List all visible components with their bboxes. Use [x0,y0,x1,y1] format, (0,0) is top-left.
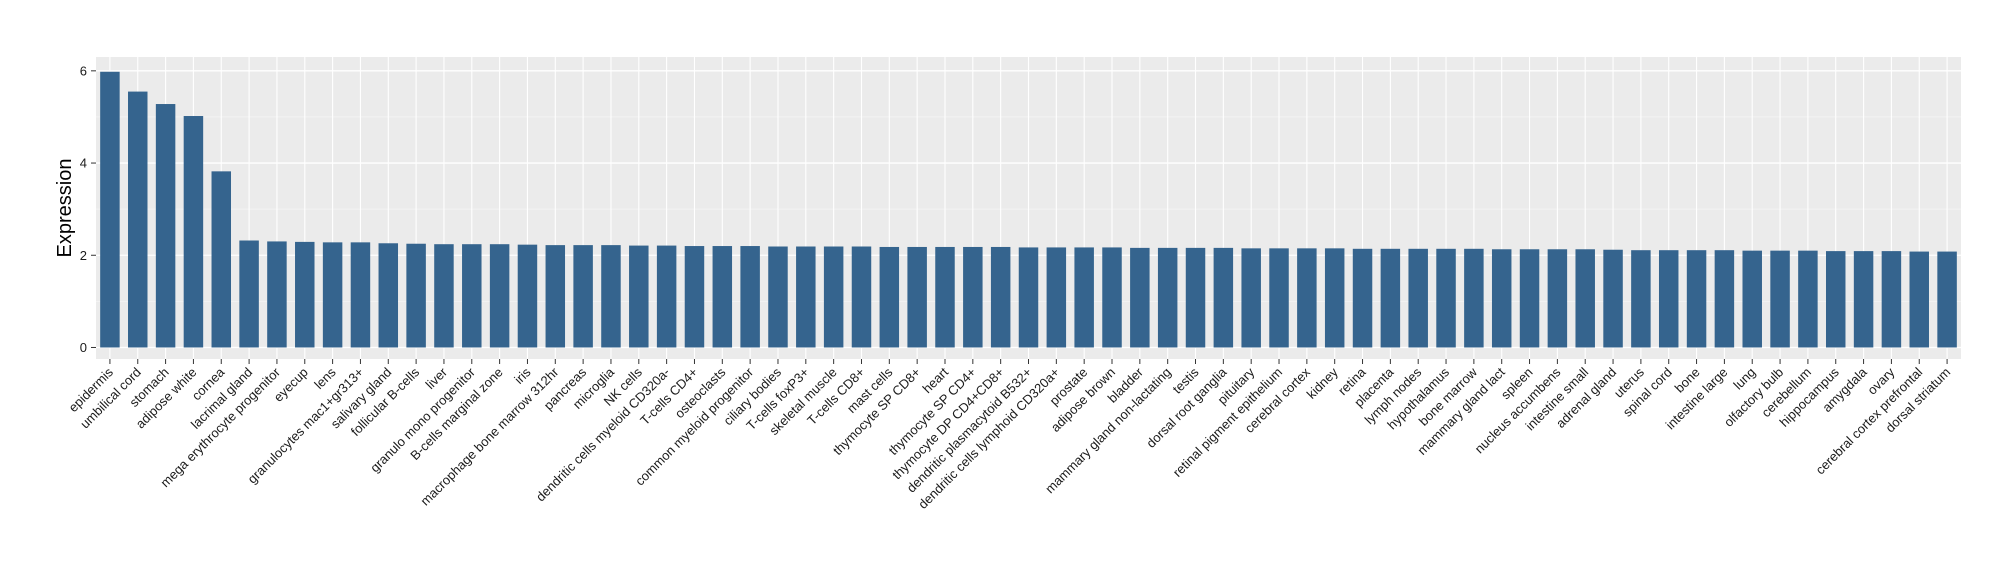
bar [211,171,232,348]
bar [545,245,566,348]
bar [907,246,927,348]
y-tick-label: 0 [80,340,87,355]
bar [1436,248,1456,348]
bar [935,246,955,348]
bar [1714,250,1735,348]
bar [1770,250,1790,348]
bar [1631,250,1651,348]
bar [350,242,371,348]
bar [1185,247,1206,348]
y-tick-label: 6 [80,63,87,78]
bar [879,246,900,348]
bar [267,241,287,348]
bars [100,71,1957,348]
bar [1853,251,1874,348]
bar [963,246,983,348]
bar [406,243,426,348]
bar [768,246,788,348]
y-tick-label: 4 [80,156,87,171]
bar [851,246,872,348]
y-tick-label: 2 [80,248,87,263]
bar [796,246,816,348]
bar [1157,247,1178,348]
bar [1937,251,1957,348]
bar [1798,250,1818,348]
bar [1464,248,1484,348]
bar [378,243,399,348]
bar [1575,249,1595,348]
bar [322,242,343,348]
bar [1658,250,1679,348]
bar [100,71,120,348]
bar [1297,248,1317,348]
bar [1241,248,1261,348]
bar [740,246,760,348]
bar [1825,251,1846,348]
bar [573,245,593,348]
bar [1130,247,1150,348]
bar [1380,248,1401,348]
bar [295,241,315,348]
bar [712,246,733,348]
bar [1018,247,1039,348]
bar [1491,249,1512,348]
bar [1352,248,1373,348]
bar [1547,249,1568,348]
bar [1686,250,1707,348]
bar [684,246,705,348]
bar [1519,249,1540,348]
bar [1603,249,1623,348]
bar [823,246,844,348]
bar [155,104,176,348]
y-axis: 0 2 4 6 [80,63,96,355]
bar [601,245,621,348]
bar [489,244,510,348]
bar [1408,248,1428,348]
bar [1269,248,1289,348]
bar [990,246,1011,348]
bar [1102,247,1122,348]
bar [656,245,677,348]
bar [517,244,538,348]
bar [434,244,454,348]
bar [239,240,259,348]
bar [1074,247,1094,348]
bar [183,116,204,348]
bar [128,91,148,348]
bar [1046,247,1067,348]
bar [1324,248,1345,348]
bar [1742,250,1762,348]
bar [1909,251,1929,348]
bar [629,245,649,348]
bar [1213,247,1234,348]
x-tick-label: kidney [1304,364,1342,402]
bar [1881,251,1902,348]
bar [462,244,482,348]
y-axis-title: Expression [54,159,76,258]
